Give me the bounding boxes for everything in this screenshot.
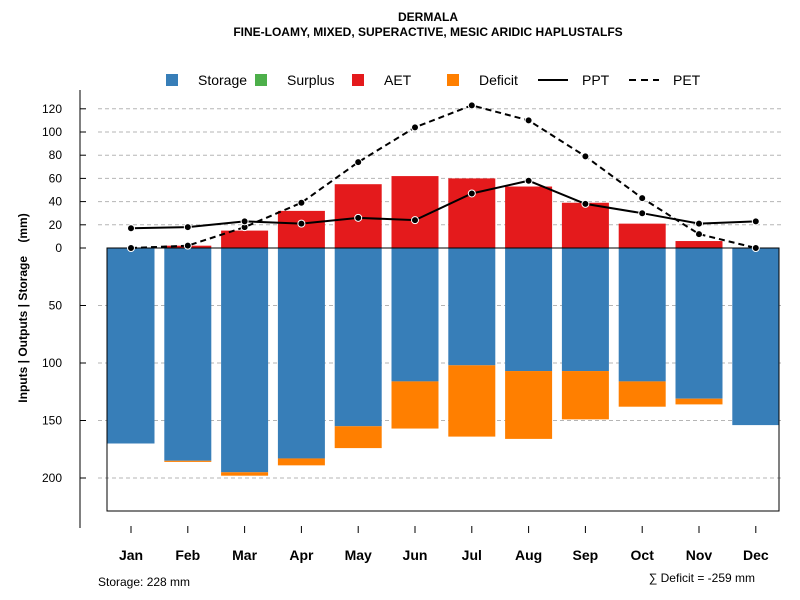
bars bbox=[107, 176, 780, 476]
legend-swatch-surplus bbox=[255, 74, 267, 86]
legend-label-deficit: Deficit bbox=[479, 72, 518, 88]
point-ppt-may bbox=[354, 213, 363, 222]
x-tick-label-may: May bbox=[345, 547, 372, 563]
legend: Storage Surplus AET Deficit PPT PET bbox=[166, 72, 701, 88]
point-pet-apr bbox=[297, 198, 306, 207]
bar-deficit-may bbox=[334, 426, 382, 449]
point-pet-dec bbox=[751, 244, 760, 252]
bar-storage-may bbox=[334, 248, 382, 427]
bar-aet-sep bbox=[561, 202, 609, 248]
y-tick-label: 60 bbox=[49, 171, 63, 185]
point-pet-jan bbox=[127, 244, 135, 252]
point-ppt-feb bbox=[183, 223, 192, 232]
point-ppt-mar bbox=[240, 217, 249, 226]
bar-deficit-apr bbox=[277, 458, 325, 466]
bar-storage-aug bbox=[505, 248, 553, 372]
legend-label-storage: Storage bbox=[198, 72, 247, 88]
point-ppt-sep bbox=[581, 199, 590, 208]
point-ppt-nov bbox=[695, 219, 703, 228]
bar-deficit-sep bbox=[561, 371, 609, 420]
bar-deficit-nov bbox=[675, 398, 723, 405]
bar-storage-apr bbox=[277, 248, 325, 459]
point-pet-feb bbox=[183, 241, 192, 250]
legend-swatch-storage bbox=[166, 74, 178, 86]
x-tick-label-feb: Feb bbox=[175, 547, 200, 563]
bar-storage-jul bbox=[448, 248, 496, 366]
bar-storage-feb bbox=[164, 248, 212, 461]
bar-storage-jan bbox=[107, 248, 155, 444]
bar-storage-mar bbox=[221, 248, 269, 473]
legend-label-surplus: Surplus bbox=[287, 72, 334, 88]
bar-deficit-feb bbox=[164, 460, 212, 462]
legend-label-ppt: PPT bbox=[582, 72, 610, 88]
plot-frame bbox=[106, 247, 780, 512]
chart-title: DERMALA bbox=[398, 10, 458, 24]
bar-deficit-oct bbox=[618, 381, 666, 407]
point-pet-jun bbox=[411, 123, 419, 132]
x-tick-label-jan: Jan bbox=[119, 547, 143, 563]
point-ppt-jan bbox=[127, 224, 135, 233]
y-tick-label: 50 bbox=[49, 299, 63, 313]
axes: 0 20 40 60 80 100 120 50 100 150 200 Jan Feb Mar Apr Ma… bbox=[42, 90, 769, 563]
point-pet-aug bbox=[524, 116, 533, 125]
point-ppt-aug bbox=[524, 176, 533, 185]
x-tick-label-oct: Oct bbox=[631, 547, 655, 563]
bar-aet-mar bbox=[221, 230, 269, 248]
x-tick-label-apr: Apr bbox=[289, 547, 314, 563]
point-ppt-apr bbox=[297, 219, 306, 228]
bar-storage-nov bbox=[675, 248, 723, 399]
bar-deficit-jun bbox=[391, 381, 439, 429]
y-tick-label: 40 bbox=[49, 195, 63, 209]
x-tick-label-nov: Nov bbox=[686, 547, 713, 563]
bar-aet-nov bbox=[675, 241, 723, 248]
bar-storage-sep bbox=[561, 248, 609, 372]
legend-label-pet: PET bbox=[673, 72, 701, 88]
point-pet-sep bbox=[581, 152, 590, 161]
y-tick-label: 100 bbox=[42, 356, 62, 370]
y-tick-label: 200 bbox=[42, 471, 62, 485]
point-pet-oct bbox=[638, 194, 647, 203]
legend-label-aet: AET bbox=[384, 72, 412, 88]
y-tick-label: 150 bbox=[42, 414, 62, 428]
line-pet bbox=[130, 104, 757, 249]
bar-deficit-mar bbox=[221, 472, 269, 476]
bar-deficit-aug bbox=[505, 371, 553, 439]
y-tick-label: 120 bbox=[42, 102, 62, 116]
bar-aet-oct bbox=[618, 223, 666, 248]
x-tick-label-sep: Sep bbox=[573, 547, 599, 563]
x-tick-label-aug: Aug bbox=[515, 547, 542, 563]
y-tick-label: 100 bbox=[42, 125, 62, 139]
bar-aet-aug bbox=[505, 186, 553, 248]
point-ppt-jul bbox=[467, 189, 476, 198]
line-ppt bbox=[130, 179, 756, 230]
legend-swatch-deficit bbox=[447, 74, 459, 86]
bar-aet-apr bbox=[277, 210, 325, 248]
point-pet-may bbox=[354, 158, 363, 167]
y-tick-label: 0 bbox=[55, 241, 62, 255]
x-tick-label-jul: Jul bbox=[462, 547, 482, 563]
point-ppt-dec bbox=[751, 217, 760, 226]
storage-note: Storage: 228 mm bbox=[98, 575, 190, 589]
point-pet-nov bbox=[695, 230, 703, 239]
point-pet-jul bbox=[467, 101, 476, 110]
point-ppt-jun bbox=[411, 216, 419, 225]
bar-storage-oct bbox=[618, 248, 666, 382]
bar-deficit-jul bbox=[448, 365, 496, 437]
series-lines bbox=[127, 101, 760, 252]
bar-storage-dec bbox=[732, 248, 780, 426]
x-tick-label-dec: Dec bbox=[743, 547, 769, 563]
point-ppt-oct bbox=[638, 209, 647, 218]
y-tick-label: 20 bbox=[49, 218, 63, 232]
bar-storage-jun bbox=[391, 248, 439, 382]
x-tick-label-jun: Jun bbox=[403, 547, 428, 563]
chart-subtitle: FINE-LOAMY, MIXED, SUPERACTIVE, MESIC AR… bbox=[233, 25, 622, 39]
y-axis-label: Inputs | Outputs | Storage (mm) bbox=[16, 213, 30, 402]
x-tick-label-mar: Mar bbox=[232, 547, 257, 563]
y-tick-label: 80 bbox=[49, 148, 63, 162]
legend-swatch-aet bbox=[352, 74, 364, 86]
deficit-note: ∑ Deficit = -259 mm bbox=[649, 571, 755, 585]
